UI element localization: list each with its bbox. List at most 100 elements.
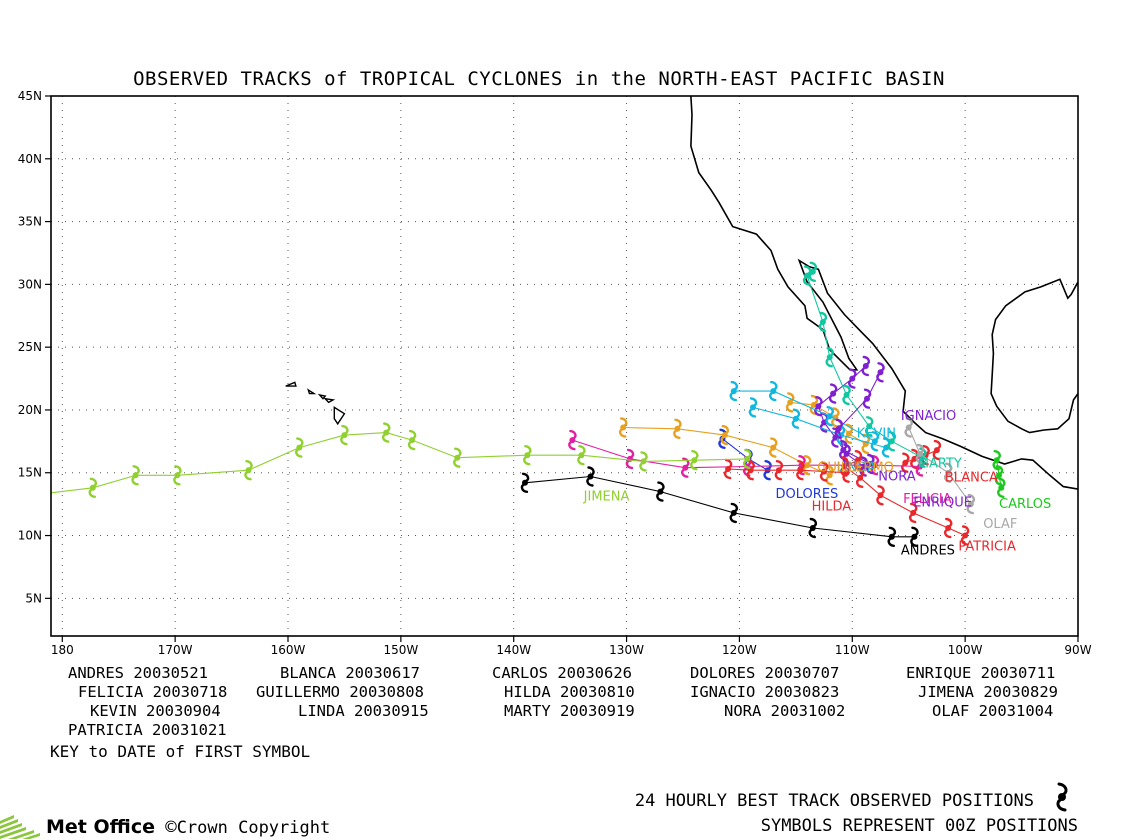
cyclone-symbol-icon [915, 443, 925, 465]
cyclone-symbol-icon [943, 462, 953, 483]
lon-tick-label: 170W [158, 643, 193, 657]
cyclone-symbol-icon [966, 493, 976, 515]
storm-date-key: ANDRES 20030521 BLANCA 20030617 CARLOS 2… [50, 664, 1080, 740]
cyclone-symbol-icon [796, 460, 805, 481]
cyclone-symbol-icon [656, 481, 665, 502]
key-entry-guillermo: GUILLERMO 20030808 [256, 683, 424, 701]
lon-tick-label: 90W [1064, 643, 1091, 657]
lat-tick-label: 30N [18, 277, 42, 291]
cyclone-symbol-icon [568, 429, 577, 451]
lon-tick-label: 140W [496, 643, 531, 657]
cyclone-symbol-icon [876, 485, 885, 506]
key-entry-carlos: CARLOS 20030626 [492, 664, 632, 682]
key-entry-enrique: ENRIQUE 20030711 [906, 664, 1056, 682]
cyclone-symbol-icon [864, 416, 874, 437]
track-line [806, 271, 923, 459]
storm-label-guillermo: GUILLERMO [817, 460, 894, 475]
key-entry-felicia: FELICIA 20030718 [78, 683, 228, 701]
copyright-symbol-icon: © [165, 816, 177, 838]
footer-branding: Met Office ©Crown Copyright [0, 813, 330, 839]
key-row: PATRICIA 20031021 [50, 721, 1080, 740]
cyclone-symbol-icon [910, 526, 919, 547]
key-entry-ignacio: IGNACIO 20030823 [690, 683, 840, 701]
key-entry-marty: MARTY 20030919 [504, 702, 635, 720]
cyclone-symbol-icon [785, 392, 795, 413]
footer-symbol-note: SYMBOLS REPRESENT 00Z POSITIONS [760, 816, 1078, 836]
cyclone-symbol-icon [992, 450, 1001, 471]
cyclone-symbol-icon [295, 437, 304, 458]
chart-title: OBSERVED TRACKS of TROPICAL CYCLONES in … [133, 68, 945, 90]
cyclone-symbol-icon [729, 502, 739, 524]
storm-label-hilda: HILDA [812, 499, 852, 514]
cyclone-symbol-icon [586, 466, 595, 487]
cyclone-symbol-icon [943, 517, 953, 539]
storm-label-blanca: BLANCA [945, 471, 998, 486]
met-office-logo-icon [0, 815, 40, 839]
cyclone-symbol-icon [618, 417, 628, 438]
key-entry-kevin: KEVIN 20030904 [90, 702, 221, 720]
cyclone-symbol-icon [523, 445, 532, 466]
track-nora [834, 362, 885, 475]
footer-best-track-note: 24 HOURLY BEST TRACK OBSERVED POSITIONS [634, 791, 1034, 811]
lat-tick-label: 45N [18, 89, 42, 103]
cyclone-symbol-icon [520, 472, 530, 493]
key-caption: KEY to DATE of FIRST SYMBOL [50, 742, 311, 761]
cyclone-symbol-icon [407, 429, 417, 451]
cyclone-symbol-icon [994, 465, 1004, 486]
cyclone-symbol-icon [887, 431, 897, 452]
storm-label-linda: LINDA [836, 460, 876, 475]
cyclone-symbol-icon [690, 450, 699, 471]
cyclone-symbol-icon [825, 406, 834, 427]
cyclone-symbol-icon [842, 384, 851, 406]
storm-label-olaf: OLAF [983, 517, 1017, 532]
track-line [728, 468, 847, 474]
cyclone-symbol-icon [748, 397, 758, 418]
cyclone-symbol-icon [625, 448, 635, 470]
cyclone-symbol-icon [808, 517, 818, 539]
cyclone-tracks [51, 261, 1006, 547]
lat-tick-label: 20N [18, 403, 42, 417]
storm-label-carlos: CARLOS [999, 497, 1051, 512]
cyclone-symbol-icon [673, 418, 682, 439]
key-row: KEVIN 20030904 LINDA 20030915 MARTY 2003… [50, 702, 1080, 721]
cyclone-symbol-icon [720, 424, 730, 446]
coastline-pacific [690, 96, 1078, 490]
key-entry-jimena: JIMENA 20030829 [918, 683, 1058, 701]
lat-tick-label: 35N [18, 215, 42, 229]
track-line [524, 475, 915, 538]
cyclone-symbol-icon [859, 456, 868, 477]
cyclone-symbol-icon [855, 467, 865, 488]
cyclone-symbol-icon [743, 448, 752, 470]
cyclone-symbol-icon [904, 417, 913, 438]
storm-label-ignacio: IGNACIO [901, 409, 956, 424]
hawaii-island [323, 397, 336, 404]
cyclone-symbol-icon [763, 460, 772, 481]
cyclone-symbol-icon [453, 447, 462, 468]
cyclone-symbol-icon [814, 396, 823, 417]
cyclone-symbol-icon [774, 460, 784, 481]
storm-label-dolores: DOLORES [776, 487, 839, 502]
cyclone-symbol-icon [818, 311, 828, 333]
track-marty [802, 261, 927, 468]
hawaii-island [317, 393, 327, 400]
cyclone-symbol-icon [870, 455, 880, 476]
cyclone-symbol-icon [908, 502, 918, 524]
map-frame [50, 95, 1079, 637]
cyclone-symbol-icon [131, 465, 140, 486]
lat-tick-label: 5N [25, 591, 42, 605]
cyclone-symbol-icon [840, 456, 849, 477]
lat-tick-label: 10N [18, 529, 42, 543]
track-line [733, 390, 876, 442]
track-carlos [992, 450, 1006, 498]
lon-tick-label: 110W [835, 643, 870, 657]
storm-label-marty: MARTY [918, 457, 962, 472]
cyclone-symbol-icon [901, 452, 910, 473]
lon-tick-label: 180 [51, 643, 74, 657]
track-andres [520, 466, 919, 547]
lat-tick-label: 25N [18, 340, 42, 354]
cyclone-symbol-icon [791, 408, 801, 429]
cyclone-symbol-icon [1056, 782, 1068, 812]
cyclone-symbol-icon [861, 355, 871, 377]
